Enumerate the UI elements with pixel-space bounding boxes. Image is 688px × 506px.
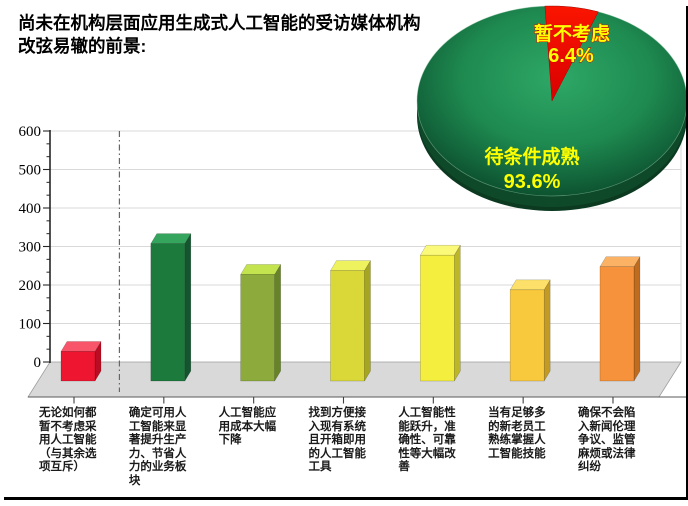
bar-front-face — [240, 274, 275, 382]
bar-5 — [509, 278, 551, 382]
bar-side-face — [184, 232, 192, 382]
pie-label-major-value: 93.6% — [504, 171, 561, 193]
bar-2 — [240, 263, 282, 382]
bar-top-face — [599, 256, 641, 267]
bar-side-face — [454, 244, 461, 382]
bar-top-face — [150, 233, 192, 244]
bar-front-face — [330, 270, 365, 382]
category-label-5: 当有足够多的新老员工熟练掌握人工智能技能 — [488, 407, 546, 460]
bar-side-face — [543, 278, 551, 382]
category-label-3: 找到方便接入现有系统且开箱即用的人工智能工具 — [308, 407, 366, 473]
bar-side-face — [364, 259, 371, 382]
pie-label-major-name: 待条件成熟 — [484, 145, 579, 168]
bar-top-face — [240, 264, 282, 275]
bar-chart: 0 100 200 300 400 500 600 — [19, 124, 686, 404]
bar-6 — [599, 255, 641, 382]
category-label-2: 人工智能应用成本大幅下降 — [218, 407, 277, 446]
pie-label-minor-value: 6.4% — [548, 45, 594, 67]
pie-label-minor-name: 暂不考虑 — [534, 22, 610, 45]
y-tick-label: 0 — [34, 355, 42, 371]
bar-4 — [419, 244, 461, 382]
slide-border-right — [685, 6, 688, 500]
y-tick-label: 600 — [19, 124, 42, 140]
chart-title: 尚未在机构层面应用生成式人工智能的受访媒体机构改弦易辙的前景: — [18, 13, 421, 56]
category-label-4: 人工智能性能跃升，准确性、可靠性等大幅改善 — [398, 407, 456, 473]
y-tick-label: 200 — [19, 278, 42, 294]
bar-front-face — [60, 351, 96, 382]
bar-front-face — [599, 266, 635, 382]
category-label-1: 确定可用人工智能来显著提升生产力、节省人力的业务板块 — [128, 407, 187, 487]
bar-3 — [330, 259, 371, 382]
slide-border-bottom — [4, 497, 688, 500]
y-tick-label: 400 — [19, 201, 42, 217]
bar-front-face — [150, 243, 186, 382]
y-tick-label: 100 — [19, 317, 42, 333]
bar-0 — [60, 340, 102, 382]
bar-side-face — [633, 255, 641, 382]
y-tick-label: 300 — [19, 240, 42, 256]
category-axis-labels: 无论如何都暂不考虑采用人工智能（与其余选项互斥） 确定可用人工智能来显著提升生产力… — [0, 407, 688, 499]
bar-1 — [150, 232, 192, 382]
bar-top-face — [509, 279, 551, 291]
category-label-0: 无论如何都暂不考虑采用人工智能（与其余选项互斥） — [39, 407, 97, 473]
bar-front-face — [509, 289, 545, 382]
pie-slice-minor — [544, 5, 599, 102]
bar-top-face — [419, 244, 461, 256]
bar-side-face — [274, 263, 281, 382]
bar-front-face — [420, 254, 455, 382]
bar-top-face — [330, 260, 371, 271]
category-label-6: 确保不会陷入新闻伦理争议、监管麻烦或法律纠纷 — [577, 407, 636, 473]
bar-top-face — [60, 341, 102, 352]
y-tick-label: 500 — [19, 163, 42, 179]
